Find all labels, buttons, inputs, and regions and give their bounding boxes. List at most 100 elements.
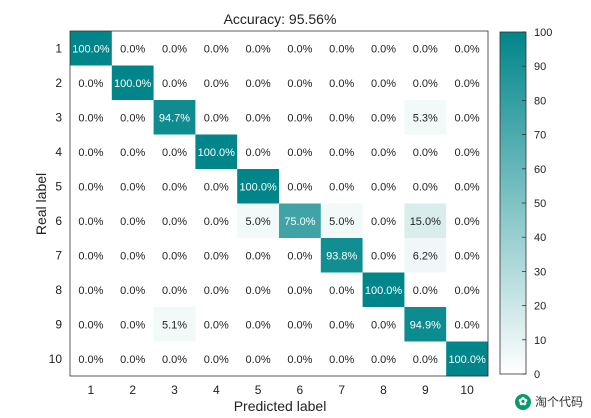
cell-value-label: 0.0% [78, 78, 103, 90]
cell-value-label: 0.0% [329, 319, 354, 331]
x-axis-label: Predicted label [234, 398, 327, 414]
colorbar-ticks: 0 10 20 30 40 50 60 70 80 90 100 [522, 27, 552, 381]
cell-value-label: 0.0% [246, 78, 271, 90]
cell-value-label: 0.0% [246, 43, 271, 55]
plot-frame [69, 30, 489, 377]
heatmap-cell [153, 238, 196, 273]
cell-value-label: 0.0% [120, 181, 145, 193]
chart-title: Accuracy: 95.56% [224, 11, 337, 27]
heatmap-cell [404, 203, 447, 239]
cell-value-label: 0.0% [204, 181, 229, 193]
colorbar-tick-label: 80 [534, 95, 546, 107]
cell-value-label: 0.0% [371, 354, 396, 366]
y-tick-label: 9 [55, 317, 62, 331]
cell-value-label: 0.0% [413, 78, 438, 90]
heatmap-cell [70, 238, 113, 273]
colorbar-tick-label: 50 [534, 198, 546, 210]
cell-value-label: 0.0% [455, 319, 480, 331]
heatmap-cell [195, 134, 238, 170]
heatmap-cell [320, 31, 363, 66]
cell-value-label: 0.0% [120, 147, 145, 159]
heatmap-cell [320, 272, 363, 308]
cell-value-label: 0.0% [204, 354, 229, 366]
heatmap-cell [153, 100, 196, 135]
cell-value-label: 0.0% [162, 78, 187, 90]
heatmap-cell [279, 134, 322, 170]
cell-value-label: 0.0% [162, 147, 187, 159]
heatmap-cell [70, 134, 113, 170]
cell-value-label: 0.0% [371, 319, 396, 331]
cell-value-label: 0.0% [287, 78, 312, 90]
cell-value-label: 15.0% [410, 216, 441, 228]
x-tick-label: 8 [380, 383, 387, 397]
heatmap-cell [446, 341, 489, 377]
cell-value-label: 0.0% [204, 319, 229, 331]
watermark: ✿ 淘个代码 [514, 393, 583, 410]
heatmap-cell [153, 341, 196, 377]
cell-value-label: 0.0% [455, 250, 480, 262]
heatmap-cell [279, 65, 322, 101]
heatmap-cell [446, 169, 489, 204]
cell-value-label: 0.0% [287, 250, 312, 262]
cell-value-label: 0.0% [329, 112, 354, 124]
heatmap-cell [195, 307, 238, 342]
heatmap-cell [320, 134, 363, 170]
cell-value-label: 5.0% [246, 216, 271, 228]
x-tick-label: 5 [255, 383, 262, 397]
heatmap-cell [320, 65, 363, 101]
heatmap-cell [195, 272, 238, 308]
heatmap-cell [237, 169, 280, 204]
heatmap-cell [362, 238, 405, 273]
cell-value-label: 0.0% [413, 285, 438, 297]
heatmap-cell [195, 203, 238, 239]
heatmap-cell [279, 341, 322, 377]
heatmap-cell [404, 169, 447, 204]
heatmap-cell [362, 100, 405, 135]
heatmap-cell [446, 203, 489, 239]
heatmap-cell [446, 307, 489, 342]
y-tick-labels: 1 2 3 4 5 6 7 8 9 10 [49, 41, 63, 366]
cell-value-label: 0.0% [78, 181, 103, 193]
heatmap-cell [111, 31, 154, 66]
cell-value-label: 100.0% [198, 147, 236, 159]
heatmap-cell [70, 307, 113, 342]
y-tick-label: 4 [55, 145, 62, 159]
heatmap-cell [279, 169, 322, 204]
colorbar-tick-label: 30 [534, 266, 546, 278]
cell-value-label: 0.0% [455, 216, 480, 228]
cell-value-label: 0.0% [120, 43, 145, 55]
watermark-text: 淘个代码 [534, 395, 583, 409]
y-axis-label: Real label [33, 173, 49, 235]
heatmap-cell [446, 238, 489, 273]
heatmap-cell [362, 272, 405, 308]
cell-value-label: 0.0% [455, 147, 480, 159]
cell-value-label: 0.0% [413, 354, 438, 366]
cell-value-label: 100.0% [365, 285, 403, 297]
cell-value-label: 0.0% [329, 78, 354, 90]
heatmap-cell [237, 203, 280, 239]
heatmap-cell [320, 169, 363, 204]
heatmap-cell [362, 134, 405, 170]
cell-value-label: 5.0% [329, 216, 354, 228]
cell-value-label: 100.0% [448, 354, 486, 366]
cell-value-label: 5.3% [413, 112, 438, 124]
heatmap-cell [446, 272, 489, 308]
heatmap-cell [70, 65, 113, 101]
x-tick-label: 7 [338, 383, 345, 397]
wechat-icon: ✿ [514, 393, 531, 410]
heatmap-cell [279, 31, 322, 66]
cell-value-label: 0.0% [120, 112, 145, 124]
heatmap-cell [195, 341, 238, 377]
heatmap-cells: 100.0% 0.0% 0.0% 0.0% 0.0% 0.0% 0.0% 0.0% 0.0% 0.… [69, 30, 489, 377]
cell-value-label: 0.0% [455, 181, 480, 193]
cell-value-label: 0.0% [371, 181, 396, 193]
heatmap-cell [153, 65, 196, 101]
cell-value-label: 0.0% [120, 250, 145, 262]
y-tick-label: 3 [55, 110, 62, 124]
cell-value-label: 0.0% [246, 147, 271, 159]
heatmap-cell [237, 341, 280, 377]
x-tick-label: 10 [460, 383, 474, 397]
cell-value-label: 0.0% [413, 147, 438, 159]
colorbar-tick-label: 70 [534, 130, 546, 142]
